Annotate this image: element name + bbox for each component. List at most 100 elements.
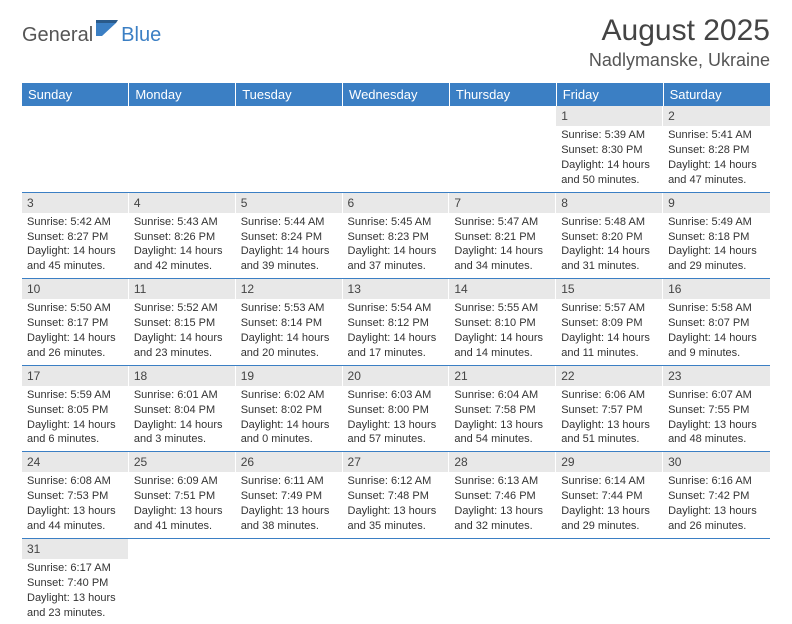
sunset-line: Sunset: 8:00 PM [348, 403, 445, 418]
calendar-day: 26Sunrise: 6:11 AMSunset: 7:49 PMDayligh… [236, 452, 343, 539]
sunset-line: Sunset: 8:18 PM [668, 230, 765, 245]
calendar-day: 19Sunrise: 6:02 AMSunset: 8:02 PMDayligh… [236, 365, 343, 452]
day-number: 15 [556, 279, 663, 299]
day-body: Sunrise: 5:43 AMSunset: 8:26 PMDaylight:… [129, 213, 236, 278]
sunrise-line: Sunrise: 5:50 AM [27, 301, 124, 316]
weekday-header: Monday [129, 83, 236, 106]
day-body: Sunrise: 6:02 AMSunset: 8:02 PMDaylight:… [236, 386, 343, 451]
logo-text-general: General [22, 24, 93, 47]
calendar-day: 3Sunrise: 5:42 AMSunset: 8:27 PMDaylight… [22, 192, 129, 279]
calendar-day: 13Sunrise: 5:54 AMSunset: 8:12 PMDayligh… [343, 279, 450, 366]
daylight-line: Daylight: 13 hours and 26 minutes. [668, 504, 765, 534]
day-body: Sunrise: 5:49 AMSunset: 8:18 PMDaylight:… [663, 213, 770, 278]
day-body: Sunrise: 6:13 AMSunset: 7:46 PMDaylight:… [449, 472, 556, 537]
day-body: Sunrise: 5:53 AMSunset: 8:14 PMDaylight:… [236, 299, 343, 364]
sunset-line: Sunset: 8:12 PM [348, 316, 445, 331]
day-body: Sunrise: 6:08 AMSunset: 7:53 PMDaylight:… [22, 472, 129, 537]
sunrise-line: Sunrise: 6:14 AM [561, 474, 658, 489]
day-number: 18 [129, 366, 236, 386]
daylight-line: Daylight: 14 hours and 45 minutes. [27, 244, 124, 274]
calendar-week: 31Sunrise: 6:17 AMSunset: 7:40 PMDayligh… [22, 538, 770, 624]
daylight-line: Daylight: 14 hours and 11 minutes. [561, 331, 658, 361]
daylight-line: Daylight: 13 hours and 44 minutes. [27, 504, 124, 534]
day-number: 30 [663, 452, 770, 472]
calendar-day: 17Sunrise: 5:59 AMSunset: 8:05 PMDayligh… [22, 365, 129, 452]
calendar-week: 24Sunrise: 6:08 AMSunset: 7:53 PMDayligh… [22, 452, 770, 539]
calendar-day: 14Sunrise: 5:55 AMSunset: 8:10 PMDayligh… [449, 279, 556, 366]
weekday-header: Friday [556, 83, 663, 106]
day-body: Sunrise: 6:09 AMSunset: 7:51 PMDaylight:… [129, 472, 236, 537]
sunrise-line: Sunrise: 5:59 AM [27, 388, 124, 403]
calendar-day: 24Sunrise: 6:08 AMSunset: 7:53 PMDayligh… [22, 452, 129, 539]
day-number: 8 [556, 193, 663, 213]
sunset-line: Sunset: 7:55 PM [668, 403, 765, 418]
day-body: Sunrise: 5:54 AMSunset: 8:12 PMDaylight:… [343, 299, 450, 364]
sunrise-line: Sunrise: 5:58 AM [668, 301, 765, 316]
day-body: Sunrise: 6:06 AMSunset: 7:57 PMDaylight:… [556, 386, 663, 451]
sunset-line: Sunset: 7:49 PM [241, 489, 338, 504]
calendar-day [449, 106, 556, 192]
calendar-day: 27Sunrise: 6:12 AMSunset: 7:48 PMDayligh… [343, 452, 450, 539]
sunset-line: Sunset: 7:42 PM [668, 489, 765, 504]
day-body: Sunrise: 6:04 AMSunset: 7:58 PMDaylight:… [449, 386, 556, 451]
sunrise-line: Sunrise: 6:01 AM [134, 388, 231, 403]
day-body: Sunrise: 6:11 AMSunset: 7:49 PMDaylight:… [236, 472, 343, 537]
calendar-day: 28Sunrise: 6:13 AMSunset: 7:46 PMDayligh… [449, 452, 556, 539]
sunrise-line: Sunrise: 5:39 AM [561, 128, 658, 143]
calendar-day [343, 538, 450, 624]
sunrise-line: Sunrise: 6:11 AM [241, 474, 338, 489]
daylight-line: Daylight: 13 hours and 38 minutes. [241, 504, 338, 534]
sunrise-line: Sunrise: 6:04 AM [454, 388, 551, 403]
sunset-line: Sunset: 7:40 PM [27, 576, 124, 591]
header: General Blue August 2025 Nadlymanske, Uk… [0, 0, 792, 79]
day-body: Sunrise: 5:50 AMSunset: 8:17 PMDaylight:… [22, 299, 129, 364]
weekday-header: Sunday [22, 83, 129, 106]
day-number: 13 [343, 279, 450, 299]
sunrise-line: Sunrise: 6:13 AM [454, 474, 551, 489]
day-body: Sunrise: 5:57 AMSunset: 8:09 PMDaylight:… [556, 299, 663, 364]
sunrise-line: Sunrise: 5:49 AM [668, 215, 765, 230]
day-number: 12 [236, 279, 343, 299]
daylight-line: Daylight: 14 hours and 3 minutes. [134, 418, 231, 448]
day-body: Sunrise: 6:12 AMSunset: 7:48 PMDaylight:… [343, 472, 450, 537]
daylight-line: Daylight: 13 hours and 54 minutes. [454, 418, 551, 448]
day-number: 9 [663, 193, 770, 213]
day-body: Sunrise: 5:47 AMSunset: 8:21 PMDaylight:… [449, 213, 556, 278]
calendar-day [236, 106, 343, 192]
calendar-day: 31Sunrise: 6:17 AMSunset: 7:40 PMDayligh… [22, 538, 129, 624]
calendar-table: SundayMondayTuesdayWednesdayThursdayFrid… [22, 83, 770, 624]
calendar-day: 6Sunrise: 5:45 AMSunset: 8:23 PMDaylight… [343, 192, 450, 279]
sunset-line: Sunset: 7:57 PM [561, 403, 658, 418]
sunrise-line: Sunrise: 6:06 AM [561, 388, 658, 403]
calendar-day: 20Sunrise: 6:03 AMSunset: 8:00 PMDayligh… [343, 365, 450, 452]
daylight-line: Daylight: 13 hours and 32 minutes. [454, 504, 551, 534]
calendar-day: 25Sunrise: 6:09 AMSunset: 7:51 PMDayligh… [129, 452, 236, 539]
sunset-line: Sunset: 8:30 PM [561, 143, 658, 158]
day-body: Sunrise: 6:03 AMSunset: 8:00 PMDaylight:… [343, 386, 450, 451]
day-body: Sunrise: 5:52 AMSunset: 8:15 PMDaylight:… [129, 299, 236, 364]
sunset-line: Sunset: 8:09 PM [561, 316, 658, 331]
calendar-day: 5Sunrise: 5:44 AMSunset: 8:24 PMDaylight… [236, 192, 343, 279]
sunrise-line: Sunrise: 5:57 AM [561, 301, 658, 316]
calendar-day: 30Sunrise: 6:16 AMSunset: 7:42 PMDayligh… [663, 452, 770, 539]
sunset-line: Sunset: 7:48 PM [348, 489, 445, 504]
sunset-line: Sunset: 7:51 PM [134, 489, 231, 504]
sunset-line: Sunset: 8:02 PM [241, 403, 338, 418]
calendar-day: 9Sunrise: 5:49 AMSunset: 8:18 PMDaylight… [663, 192, 770, 279]
day-number: 7 [449, 193, 556, 213]
daylight-line: Daylight: 13 hours and 48 minutes. [668, 418, 765, 448]
day-number: 24 [22, 452, 129, 472]
calendar-body: 1Sunrise: 5:39 AMSunset: 8:30 PMDaylight… [22, 106, 770, 624]
sunset-line: Sunset: 8:26 PM [134, 230, 231, 245]
day-number: 27 [343, 452, 450, 472]
sunrise-line: Sunrise: 5:43 AM [134, 215, 231, 230]
day-number: 14 [449, 279, 556, 299]
day-body: Sunrise: 5:55 AMSunset: 8:10 PMDaylight:… [449, 299, 556, 364]
sunrise-line: Sunrise: 6:09 AM [134, 474, 231, 489]
daylight-line: Daylight: 14 hours and 23 minutes. [134, 331, 231, 361]
weekday-header: Tuesday [236, 83, 343, 106]
sunrise-line: Sunrise: 5:48 AM [561, 215, 658, 230]
weekday-header: Wednesday [343, 83, 450, 106]
sunset-line: Sunset: 7:58 PM [454, 403, 551, 418]
day-number: 3 [22, 193, 129, 213]
